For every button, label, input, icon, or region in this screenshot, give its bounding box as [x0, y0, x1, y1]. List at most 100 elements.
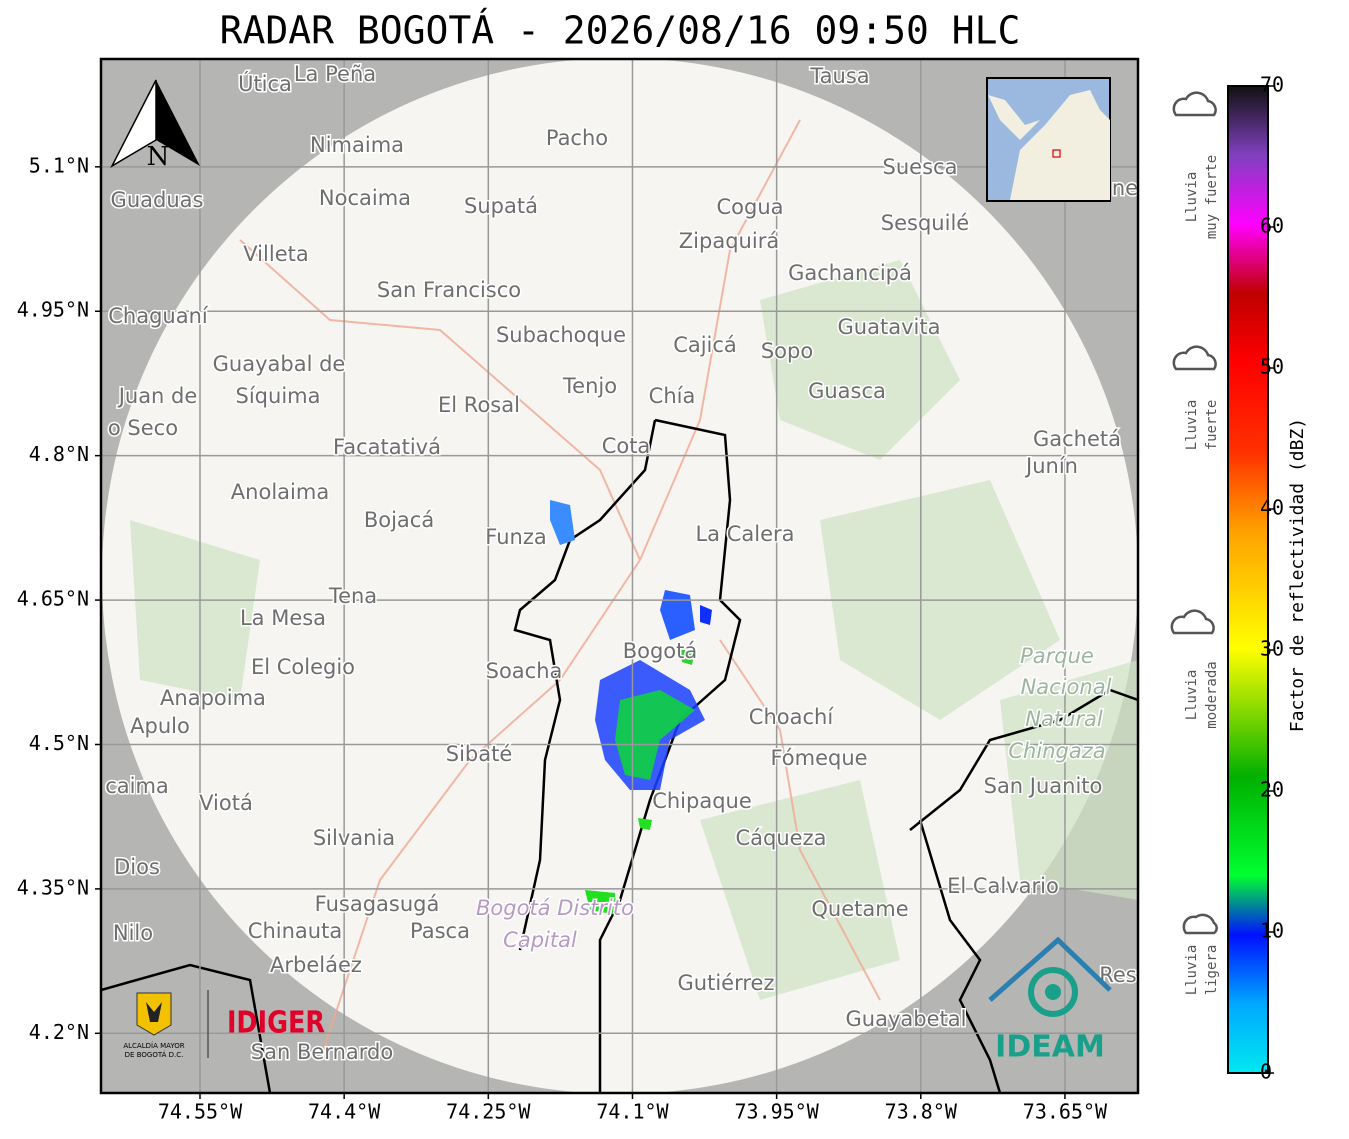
- place-label: Pacho: [546, 126, 608, 150]
- place-label: La Peña: [294, 62, 376, 86]
- vegetation: [130, 260, 1138, 1000]
- place-label: Sopo: [761, 339, 813, 363]
- rain-level-label: fuerte: [1204, 400, 1220, 451]
- colorbar: [1227, 85, 1269, 1074]
- place-label: Fusagasugá: [315, 892, 440, 916]
- place-label: Síquima: [236, 384, 321, 408]
- lon-tick-label: 73.65°W: [1023, 1100, 1108, 1124]
- colorbar-tick-label: 30: [1260, 637, 1284, 661]
- place-label: Cota: [602, 434, 651, 458]
- lon-tick-label: 73.95°W: [734, 1100, 819, 1124]
- place-label: La Calera: [695, 522, 794, 546]
- place-label: Anapoima: [160, 686, 266, 710]
- colorbar-tick-label: 60: [1260, 214, 1284, 238]
- lat-tick-label: 4.65°N: [17, 587, 89, 611]
- place-label: Quetame: [811, 897, 908, 921]
- lat-tick-label: 4.2°N: [29, 1020, 89, 1044]
- place-label: Chía: [649, 384, 696, 408]
- idiger-logo: IDIGER: [227, 1005, 325, 1041]
- lat-tick-label: 5.1°N: [29, 153, 89, 177]
- rain-level-label: muy fuerte: [1204, 155, 1220, 239]
- place-label: Dios: [114, 855, 160, 879]
- place-label: Sibaté: [446, 742, 513, 766]
- place-label: Gachetá: [1033, 427, 1121, 451]
- place-label: caima: [105, 774, 169, 798]
- place-label: Útica: [238, 71, 292, 96]
- place-label: Natural: [1025, 707, 1103, 731]
- radar-echoes: [550, 500, 712, 915]
- rain-level-label: ligera: [1204, 945, 1220, 996]
- inset-map: [986, 77, 1111, 202]
- place-label: El Calvario: [947, 874, 1059, 898]
- place-label: Choachí: [749, 705, 835, 729]
- place-label: ne: [1112, 176, 1138, 200]
- place-label: Guayabetal: [846, 1007, 967, 1031]
- lon-tick-label: 74.55°W: [158, 1100, 243, 1124]
- colorbar-label: Factor de reflectividad (dBZ): [1287, 418, 1308, 732]
- lon-tick-label: 74.1°W: [596, 1100, 669, 1124]
- place-label: Villeta: [243, 242, 308, 266]
- department-boundary: [101, 688, 1138, 1093]
- rain-level-label: Lluvia: [1184, 172, 1200, 223]
- colorbar-tick-label: 10: [1260, 919, 1284, 943]
- alcaldia-text: DE BOGOTÁ D.C.: [125, 1050, 184, 1059]
- north-label: N: [147, 142, 170, 172]
- place-label: Nimaima: [310, 133, 404, 157]
- rain-level-label: moderada: [1204, 661, 1220, 728]
- rain-level-label: Lluvia: [1184, 670, 1200, 721]
- place-label: Guatavita: [838, 315, 941, 339]
- place-label: Guaduas: [111, 188, 204, 212]
- place-label: Bojacá: [364, 508, 434, 532]
- place-label: Junín: [1024, 454, 1078, 478]
- place-label: Facatativá: [333, 435, 441, 459]
- lon-tick-label: 74.25°W: [446, 1100, 531, 1124]
- place-label: Sesquilé: [881, 211, 969, 235]
- place-label: Guayabal de: [213, 352, 346, 376]
- place-label: Chaguaní: [108, 304, 209, 328]
- place-label: Zipaquirá: [679, 229, 779, 253]
- place-label: o Seco: [108, 416, 178, 440]
- graticule: [101, 59, 1138, 1093]
- place-label: Soacha: [486, 659, 563, 683]
- place-label: Chingaza: [1008, 739, 1105, 763]
- map-area: Útica La Peña Tausa Pacho Nimaima Guaduas Noca…: [101, 59, 1138, 1093]
- place-label: Silvania: [313, 826, 395, 850]
- place-label: La Mesa: [240, 606, 326, 630]
- alcaldia-text: ALCALDÍA MAYOR: [123, 1041, 184, 1050]
- place-label: Chipaque: [652, 789, 752, 813]
- place-label: Tena: [328, 584, 377, 608]
- place-label: Capital: [503, 928, 577, 952]
- place-label: Cáqueza: [736, 826, 827, 850]
- place-label: El Colegio: [251, 655, 355, 679]
- roads: [239, 119, 881, 1061]
- colorbar-tick-label: 40: [1260, 496, 1284, 520]
- lat-tick-label: 4.35°N: [17, 875, 89, 899]
- place-label: Anolaima: [231, 480, 329, 504]
- map-frame: [99, 57, 1140, 1095]
- place-label: Cogua: [716, 195, 783, 219]
- colorbar-tick-label: 0: [1260, 1060, 1272, 1084]
- place-label: Chinauta: [248, 919, 342, 943]
- place-label: Fómeque: [770, 746, 867, 770]
- place-labels: Útica La Peña Tausa Pacho Nimaima Guaduas Noca…: [104, 61, 1138, 1066]
- place-label: Nacional: [1021, 675, 1112, 699]
- place-label: San Francisco: [377, 278, 521, 302]
- ideam-text: IDEAM: [995, 1030, 1105, 1065]
- colorbar-ticks: 0 10 20 30 40 50 60 70: [1260, 73, 1284, 1084]
- place-label: Gachancipá: [788, 261, 912, 285]
- place-label: Tausa: [809, 64, 869, 88]
- place-label: Subachoque: [496, 323, 626, 347]
- place-label: Cajicá: [673, 333, 737, 357]
- rain-level-label: Lluvia: [1184, 400, 1200, 451]
- colorbar-tick-label: 70: [1260, 73, 1284, 97]
- place-label: Supatá: [464, 194, 538, 218]
- ideam-logo: IDEAM: [988, 936, 1112, 1065]
- colorbar-tick-label: 50: [1260, 355, 1284, 379]
- place-label: Bogotá: [623, 639, 698, 663]
- title: RADAR BOGOTÁ - 2026/08/16 09:50 HLC: [220, 9, 1021, 53]
- place-label: San Bernardo: [251, 1040, 393, 1064]
- place-label: Parque: [1020, 644, 1094, 668]
